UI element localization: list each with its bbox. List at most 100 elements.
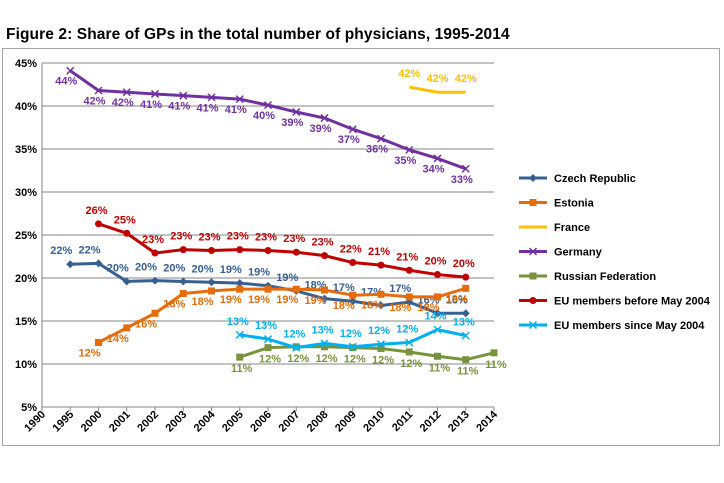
data-point <box>122 88 131 97</box>
data-point <box>207 93 216 102</box>
chart-frame <box>2 48 720 446</box>
data-point <box>292 248 300 256</box>
x-tick-label: 2014 <box>474 408 500 434</box>
data-point <box>207 278 216 287</box>
data-label: 26% <box>85 205 107 217</box>
data-point <box>433 309 442 318</box>
data-label: 13% <box>227 316 249 328</box>
x-tick-label: 2003 <box>164 409 190 435</box>
data-label: 19% <box>220 264 242 276</box>
y-tick-label: 20% <box>15 273 37 285</box>
data-point <box>123 229 131 237</box>
x-tick-label: 2008 <box>305 409 331 435</box>
data-point <box>235 95 244 104</box>
data-label: 42% <box>112 97 134 109</box>
series-eu-members-before-may-2004: 26% 25% 23% 23% 23% 23% 23% 23% 23% 22% 21% 21% 20% 2… <box>85 205 475 281</box>
data-point <box>461 331 470 340</box>
data-point <box>95 339 102 346</box>
data-label: 18% <box>389 302 411 314</box>
data-point <box>321 286 328 294</box>
data-point <box>208 246 215 254</box>
x-tick-label: 1995 <box>51 409 77 435</box>
data-point <box>150 89 160 98</box>
y-tick-label: 15% <box>15 316 37 328</box>
data-point <box>434 293 441 301</box>
series-line <box>239 345 495 362</box>
data-label: 41% <box>168 101 190 113</box>
series-eu-members-since-may-2004: 13% 13% 12% 13% 12% 12% 12% 14% 13% <box>227 311 475 352</box>
data-point <box>377 261 385 269</box>
data-point <box>179 91 188 100</box>
legend-entry: EU members since May 2004 <box>519 320 705 332</box>
data-label: 12% <box>315 353 337 365</box>
data-point <box>95 220 102 228</box>
data-label: 42% <box>426 73 448 85</box>
data-point <box>263 335 273 344</box>
legend-label: Russian Federation <box>554 271 656 283</box>
data-label: 16% <box>446 294 468 306</box>
x-tick-label: 2010 <box>361 409 387 435</box>
data-label: 11% <box>429 362 451 374</box>
x-tick-label: 2005 <box>220 409 246 435</box>
data-point <box>236 285 244 293</box>
series-estonia: 12%14%16%18% 18% 19% 19% 19% 19% 18% 18% 18% 18%1… <box>78 284 470 360</box>
data-label: 19% <box>304 295 326 307</box>
y-tick-label: 25% <box>15 230 37 242</box>
data-label: 40% <box>253 110 275 122</box>
x-tick-label: 2009 <box>333 409 359 435</box>
data-label: 12% <box>259 354 281 366</box>
legend-label: Czech Republic <box>554 173 636 185</box>
data-label: 18% <box>191 296 213 308</box>
data-point <box>377 290 385 298</box>
legend-entry: Russian Federation <box>519 271 656 283</box>
data-label: 34% <box>422 163 444 175</box>
x-tick-label: 2004 <box>192 408 218 434</box>
data-label: 23% <box>283 233 305 245</box>
data-point <box>321 252 328 260</box>
chart-title: Figure 2: Share of GPs in the total numb… <box>6 26 510 43</box>
data-point <box>292 343 301 352</box>
data-label: 12% <box>372 355 394 367</box>
data-label: 17% <box>389 283 411 295</box>
data-label: 18% <box>417 302 439 314</box>
data-point <box>433 325 442 334</box>
data-label: 37% <box>338 134 360 146</box>
legend-entry: Germany <box>519 247 603 259</box>
series-line <box>98 222 466 279</box>
data-point <box>405 266 413 274</box>
data-label: 13% <box>311 324 333 336</box>
x-tick-label: 2007 <box>277 409 303 435</box>
data-point <box>462 273 470 281</box>
data-point <box>376 340 386 349</box>
data-label: 19% <box>248 294 270 306</box>
data-point <box>66 260 75 269</box>
legend-entry: EU members before May 2004 <box>519 296 711 308</box>
data-label: 41% <box>196 102 218 114</box>
data-point <box>236 246 244 254</box>
data-point <box>151 249 159 257</box>
data-point <box>264 344 272 352</box>
legend-entry: France <box>519 222 590 234</box>
data-label: 23% <box>198 231 220 243</box>
series-germany: 44% 42% 42% 41% 41% 41% 41% 40% 39% 39% 37% 36% 35% 3… <box>55 66 473 186</box>
y-tick-label: 35% <box>15 144 37 156</box>
data-label: 19% <box>276 272 298 284</box>
data-label: 20% <box>453 258 475 270</box>
data-label: 44% <box>55 76 77 88</box>
data-label: 12% <box>396 324 418 336</box>
data-point <box>292 107 301 117</box>
data-point <box>263 101 273 110</box>
data-point <box>433 154 442 163</box>
data-point <box>462 284 470 292</box>
x-tick-label: 2011 <box>390 409 415 434</box>
series-france: 42% 42% 42% <box>398 68 477 94</box>
data-label: 21% <box>396 251 418 263</box>
data-label: 11% <box>231 363 253 375</box>
data-point <box>434 271 441 279</box>
data-label: 20% <box>163 262 185 274</box>
data-point <box>208 287 215 295</box>
data-label: 23% <box>170 231 192 243</box>
data-label: 42% <box>83 96 105 108</box>
data-label: 39% <box>281 117 303 129</box>
